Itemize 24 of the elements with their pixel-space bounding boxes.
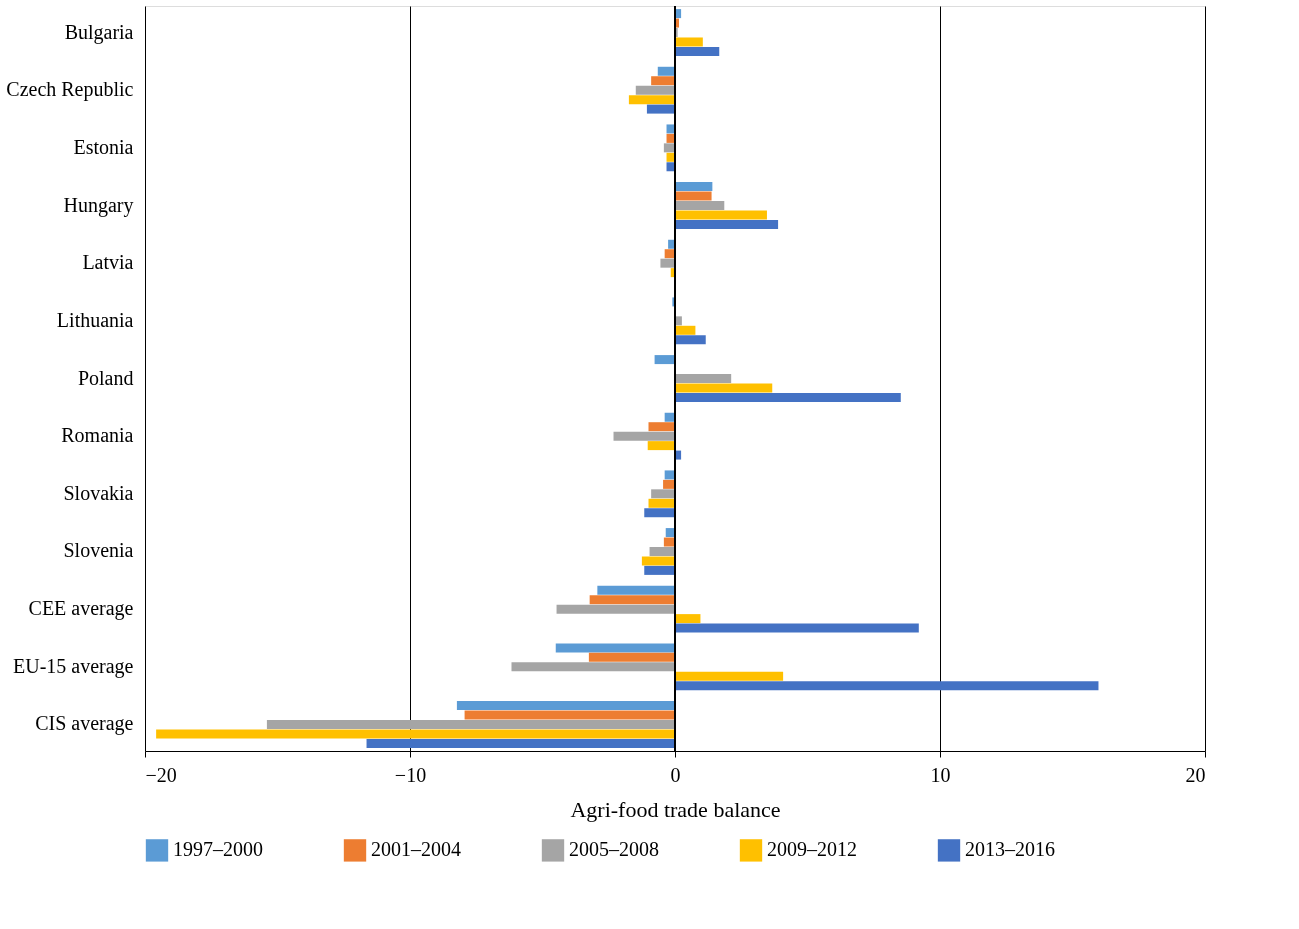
legend-label: 2009–2012 <box>767 838 857 861</box>
y-tick-label: EU-15 average <box>13 654 134 678</box>
y-tick-label: Latvia <box>82 251 134 274</box>
x-axis-title: Agri-food trade balance <box>570 796 781 822</box>
y-tick-label: Lithuania <box>56 308 134 331</box>
x-tick-label: 20 <box>1185 763 1206 786</box>
y-tick-label: Bulgaria <box>64 20 134 44</box>
y-tick-label: Hungary <box>63 193 134 217</box>
legend-label: 2001–2004 <box>371 838 461 861</box>
y-tick-label: CIS average <box>35 712 134 736</box>
y-tick-label: Poland <box>77 366 134 389</box>
y-tick-label: Romania <box>61 424 134 447</box>
y-tick-label: Slovenia <box>63 539 134 562</box>
x-tick-label: 10 <box>930 763 951 786</box>
x-tick-label: 0 <box>670 763 681 786</box>
y-tick-label: Czech Republic <box>6 78 134 102</box>
y-tick-label: CEE average <box>28 597 134 621</box>
legend-label: 2005–2008 <box>569 838 659 861</box>
y-tick-label: Slovakia <box>63 481 134 504</box>
legend-label: 2013–2016 <box>965 838 1055 861</box>
legend-label: 1997–2000 <box>173 838 263 861</box>
x-tick-label: −10 <box>394 763 427 786</box>
y-tick-label: Estonia <box>73 135 134 158</box>
x-tick-label: −20 <box>145 763 177 786</box>
